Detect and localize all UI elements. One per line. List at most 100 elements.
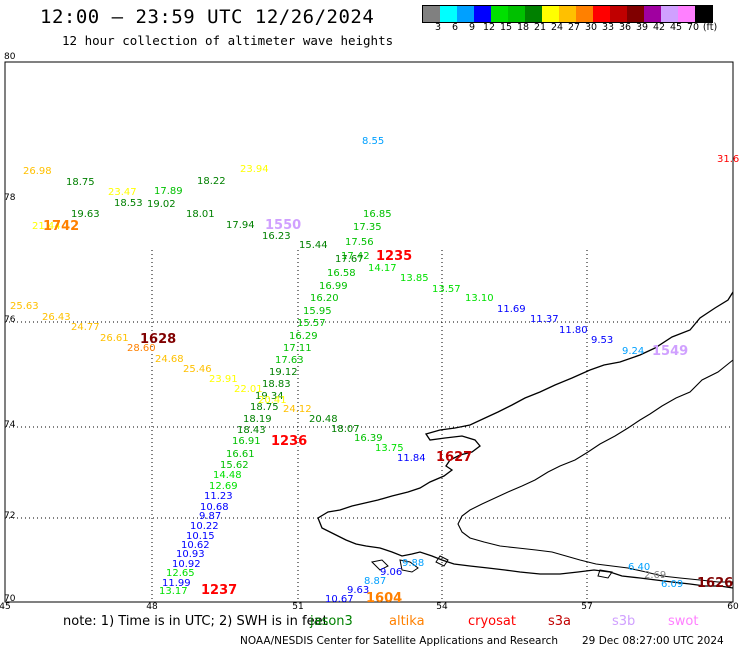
wave-height-label: 9.06 [380, 567, 402, 578]
legend-swatch [627, 6, 644, 22]
wave-height-label: 28.60 [127, 343, 156, 354]
coastline [317, 291, 734, 589]
legend-swatch [525, 6, 542, 22]
wave-height-label: 17.56 [345, 237, 374, 248]
pass-time-label: 1549 [652, 344, 688, 359]
wave-height-label: 12.65 [166, 568, 195, 579]
legend-swatch [508, 6, 525, 22]
satellite-jason3: jason3 [310, 614, 353, 629]
wave-height-label: 17.67 [335, 254, 364, 265]
coastline-inner [457, 359, 734, 583]
legend-swatch [695, 6, 712, 22]
wave-height-label: 9.53 [591, 335, 613, 346]
map-title: 12:00 — 23:59 UTC 12/26/2024 [40, 6, 375, 28]
wave-height-label: 21.44 [32, 221, 61, 232]
legend-swatch [423, 6, 440, 22]
wave-height-label: 16.58 [327, 268, 356, 279]
legend-swatch [644, 6, 661, 22]
wave-height-label: 15.57 [297, 318, 326, 329]
map-frame [4, 61, 734, 603]
wave-height-label: 17.63 [275, 355, 304, 366]
wave-height-label: 11.84 [397, 453, 426, 464]
axis-labels: 45 48 51 54 57 60 80 78 76 74 72 70 [0, 52, 739, 612]
legend-swatch [474, 6, 491, 22]
wave-height-label: 11.80 [559, 325, 588, 336]
wave-height-label: 13.57 [432, 284, 461, 295]
wave-height-label: 26.61 [100, 333, 129, 344]
legend-label: 15 [499, 22, 513, 33]
satellite-swot: swot [668, 614, 699, 629]
wave-height-label: 24.68 [155, 354, 184, 365]
wave-height-label: 19.34 [255, 391, 284, 402]
wave-height-label: 2.69 [644, 570, 666, 581]
legend-swatch [440, 6, 457, 22]
legend-label: 18 [516, 22, 530, 33]
legend-label: 30 [584, 22, 598, 33]
legend-swatch [542, 6, 559, 22]
wave-height-label: 20.41 [258, 395, 287, 406]
legend-label: 12 [482, 22, 496, 33]
legend-swatch [559, 6, 576, 22]
wave-height-label: 8.55 [362, 136, 384, 147]
wave-height-label: 16.29 [289, 331, 318, 342]
color-legend [422, 5, 713, 23]
lat-label: 80 [4, 52, 16, 62]
map-subtitle: 12 hour collection of altimeter wave hei… [62, 33, 394, 48]
pass-time-label: 1235 [376, 249, 412, 264]
wave-height-label: 10.67 [325, 594, 354, 605]
wave-height-label: 10.62 [181, 540, 210, 551]
pass-time-label: 1236 [271, 434, 307, 449]
wave-height-label: 14.48 [213, 470, 242, 481]
wave-height-label: 10.93 [176, 549, 205, 560]
wave-height-label: 23.47 [108, 187, 137, 198]
legend-swatch [661, 6, 678, 22]
legend-label: 21 [533, 22, 547, 33]
pass-time-label: 1237 [201, 583, 237, 598]
wave-height-label: 17.89 [154, 186, 183, 197]
wave-height-label: 19.12 [269, 367, 298, 378]
wave-height-label: 6.40 [628, 562, 650, 573]
wave-height-label: 24.77 [71, 322, 100, 333]
lon-label: 51 [292, 602, 303, 612]
wave-height-label: 6.09 [661, 579, 683, 590]
legend-label: 70 [686, 22, 700, 33]
wave-height-label: 25.63 [10, 301, 39, 312]
wave-height-label: 18.75 [66, 177, 95, 188]
wave-height-label: 18.19 [243, 414, 272, 425]
wave-height-label: 10.22 [190, 521, 219, 532]
wave-height-label: 9.63 [347, 585, 369, 596]
wave-height-label: 16.23 [262, 231, 291, 242]
lat-label: 76 [4, 315, 16, 325]
measurement-layer: 8.55 31.6 26.98 23.94 18.75 18.22 23.47 17.89 18… [10, 136, 739, 605]
wave-height-label: 26.98 [23, 166, 52, 177]
wave-height-label: 16.61 [226, 449, 255, 460]
wave-height-label: 26.43 [42, 312, 71, 323]
wave-height-label: 17.94 [226, 220, 255, 231]
legend-label: 36 [618, 22, 632, 33]
pass-time-label: 1628 [140, 332, 176, 347]
legend-label: 45 [669, 22, 683, 33]
wave-height-label: 9.88 [402, 558, 424, 569]
wave-height-label: 17.42 [341, 251, 370, 262]
wave-height-label: 11.23 [204, 491, 233, 502]
pass-time-label: 1742 [43, 219, 79, 234]
legend-label: 6 [451, 22, 459, 33]
pass-time-label: 1550 [265, 218, 301, 233]
wave-height-label: 31.6 [717, 154, 739, 165]
wave-height-label: 8.87 [364, 576, 386, 587]
wave-height-label: 13.85 [400, 273, 429, 284]
footer-timestamp: 29 Dec 08:27:00 UTC 2024 [582, 635, 724, 647]
wave-height-label: 11.37 [530, 314, 559, 325]
wave-height-label: 18.53 [114, 198, 143, 209]
pass-time-label: 1627 [436, 450, 472, 465]
lat-label: 72 [4, 511, 15, 521]
legend-label: 39 [635, 22, 649, 33]
units-note: note: 1) Time is in UTC; 2) SWH is in fe… [63, 614, 328, 629]
satellite-s3a: s3a [548, 614, 572, 629]
wave-height-label: 9.87 [199, 511, 221, 522]
wave-height-label: 14.17 [368, 263, 397, 274]
lat-label: 78 [4, 193, 16, 203]
wave-height-label: 18.22 [197, 176, 226, 187]
legend-swatch [491, 6, 508, 22]
